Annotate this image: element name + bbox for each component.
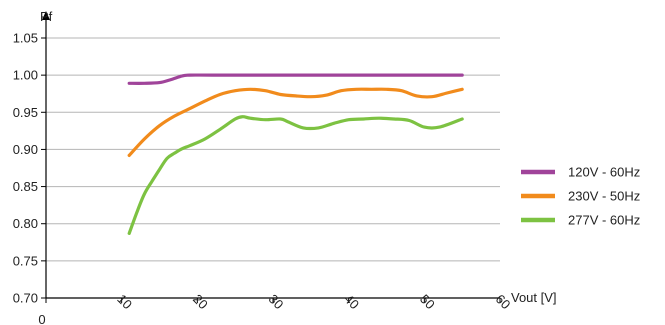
x-axis-title: Vout [V] — [511, 290, 557, 305]
series-line-1 — [129, 75, 462, 83]
x-tick-label: 40 — [341, 291, 362, 312]
x-tick-label: 20 — [190, 291, 211, 312]
x-tick-label: 50 — [417, 291, 438, 312]
y-tick-label: 1.00 — [13, 68, 38, 83]
legend-label: 230V - 50Hz — [568, 189, 640, 204]
x-tick-label: 30 — [266, 291, 287, 312]
legend-label: 120V - 60Hz — [568, 165, 640, 180]
y-tick-label: 1.05 — [13, 31, 38, 46]
y-tick-labels: 0.70 0.75 0.80 0.85 0.90 0.95 1.00 1.05 — [13, 31, 46, 306]
y-tick-label: 0.75 — [13, 253, 38, 268]
x-tick-label: 10 — [114, 291, 135, 312]
series-lines — [129, 75, 462, 233]
y-tick-label: 0.70 — [13, 291, 38, 306]
gridlines — [46, 38, 500, 261]
legend-label: 277V - 60Hz — [568, 213, 640, 228]
y-axis-title: Pf — [40, 9, 53, 24]
y-tick-label: 0.85 — [13, 179, 38, 194]
series-line-3 — [129, 117, 462, 234]
y-tick-label: 0.80 — [13, 216, 38, 231]
y-tick-label: 0.95 — [13, 105, 38, 120]
x-tick-labels: 010 20 30 40 50 60 — [38, 291, 513, 325]
axes — [42, 11, 500, 298]
y-tick-label: 0.90 — [13, 142, 38, 157]
x-tick-label: 0 — [38, 312, 45, 325]
legend: 120V - 60Hz 230V - 50Hz 277V - 60Hz — [521, 165, 640, 228]
